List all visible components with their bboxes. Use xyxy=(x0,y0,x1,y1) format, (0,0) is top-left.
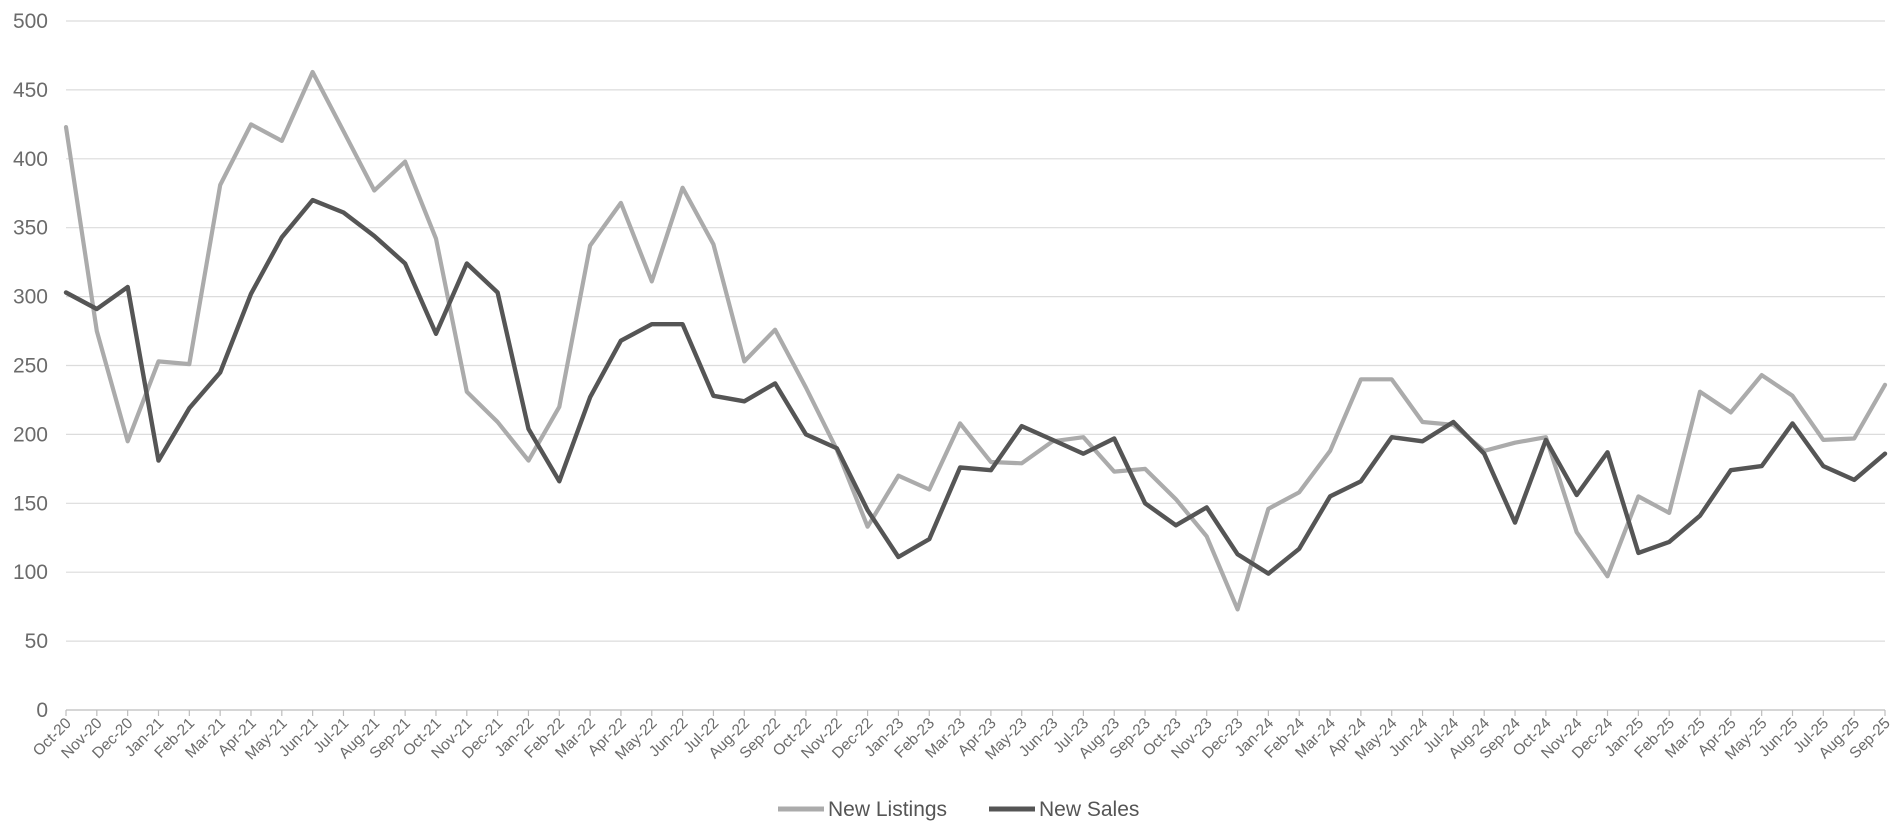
gridlines xyxy=(66,20,1885,711)
y-tick-label: 50 xyxy=(25,630,48,653)
y-tick-label: 500 xyxy=(13,10,48,33)
y-tick-label: 300 xyxy=(13,286,48,309)
x-axis-ticks: Oct-20Nov-20Dec-20Jan-21Feb-21Mar-21Apr-… xyxy=(30,710,1894,763)
y-tick-label: 100 xyxy=(13,561,48,584)
y-tick-label: 400 xyxy=(13,148,48,171)
y-tick-label: 0 xyxy=(36,699,48,722)
y-axis-ticks: 0 50 100 150 200 250 300 350 400 450 500 xyxy=(13,10,48,722)
y-tick-label: 350 xyxy=(13,217,48,240)
y-tick-label: 150 xyxy=(13,492,48,515)
series-line-new-listings xyxy=(63,69,1888,612)
y-tick-label: 250 xyxy=(13,355,48,378)
legend-label-new-sales: New Sales xyxy=(1039,798,1139,821)
y-tick-label: 450 xyxy=(13,79,48,102)
legend-label-new-listings: New Listings xyxy=(828,798,947,821)
legend: New Listings New Sales xyxy=(778,798,1139,821)
series-lines xyxy=(63,69,1888,612)
y-tick-label: 200 xyxy=(13,423,48,446)
series-line-new-sales xyxy=(63,197,1888,576)
